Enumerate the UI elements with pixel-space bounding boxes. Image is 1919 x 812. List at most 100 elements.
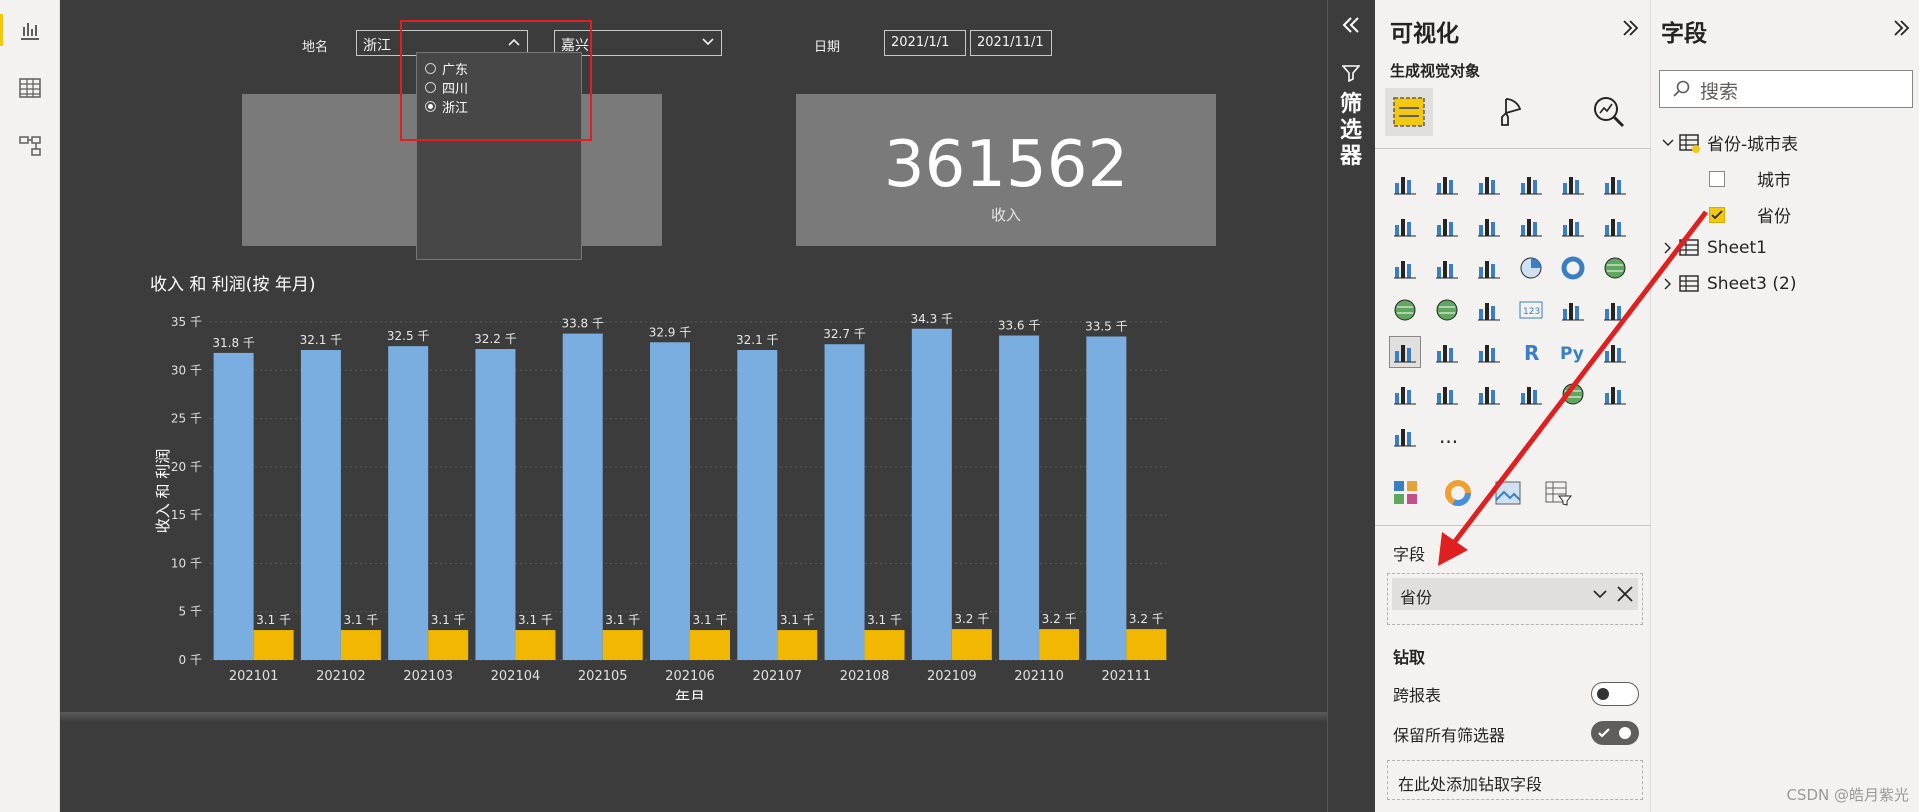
key-influencers-icon[interactable] bbox=[1599, 336, 1631, 368]
card-icon[interactable]: 123 bbox=[1515, 294, 1547, 326]
city-slicer[interactable]: 嘉兴 bbox=[554, 30, 722, 56]
scatter-icon[interactable] bbox=[1473, 252, 1505, 284]
treemap-icon[interactable] bbox=[1599, 252, 1631, 284]
field-province[interactable]: 省份 bbox=[1709, 202, 1791, 227]
double-chevron-left-icon[interactable] bbox=[1340, 14, 1362, 36]
analytics-icon bbox=[1594, 97, 1625, 128]
x-tick-label: 202111 bbox=[1102, 669, 1152, 684]
province-option[interactable]: 广东 bbox=[417, 59, 581, 78]
table-icon[interactable] bbox=[1431, 336, 1463, 368]
clustered-column-icon[interactable] bbox=[1515, 168, 1547, 200]
drill-section-label: 钻取 bbox=[1393, 648, 1426, 667]
matrix-icon[interactable] bbox=[1473, 336, 1505, 368]
data-view-button[interactable] bbox=[0, 66, 60, 110]
paginated-report-icon[interactable] bbox=[1515, 378, 1547, 410]
apps-icon[interactable] bbox=[1391, 478, 1421, 508]
line-column-icon[interactable] bbox=[1515, 210, 1547, 242]
clustered-bar-icon[interactable] bbox=[1473, 168, 1505, 200]
image-visual-icon[interactable] bbox=[1493, 478, 1523, 508]
search-input[interactable]: 搜索 bbox=[1659, 70, 1913, 108]
income-bar bbox=[737, 350, 778, 660]
cross-report-toggle[interactable] bbox=[1591, 682, 1639, 706]
qa-icon[interactable] bbox=[1431, 378, 1463, 410]
model-view-button[interactable] bbox=[0, 124, 60, 168]
stacked-area-icon[interactable] bbox=[1473, 210, 1505, 242]
province-checkbox[interactable] bbox=[1709, 206, 1725, 223]
power-apps-icon[interactable] bbox=[1599, 378, 1631, 410]
close-icon[interactable] bbox=[1616, 585, 1634, 603]
paginated-report-icon-glyph bbox=[1520, 387, 1542, 405]
field-pill[interactable]: 省份 bbox=[1392, 578, 1638, 610]
gauge-icon[interactable] bbox=[1473, 294, 1505, 326]
double-chevron-right-icon[interactable] bbox=[1620, 18, 1640, 38]
area-chart-icon[interactable] bbox=[1431, 210, 1463, 242]
report-view-button[interactable] bbox=[0, 8, 60, 52]
map-icon[interactable] bbox=[1389, 294, 1421, 326]
city-checkbox[interactable] bbox=[1709, 170, 1725, 187]
table-node-sheet3[interactable]: Sheet3 (2) bbox=[1661, 274, 1796, 294]
stacked-bar-icon[interactable] bbox=[1389, 168, 1421, 200]
x-tick-label: 202110 bbox=[1014, 669, 1064, 684]
analytics-tab[interactable] bbox=[1585, 88, 1633, 136]
decomposition-tree-icon[interactable] bbox=[1389, 378, 1421, 410]
azure-map-icon[interactable] bbox=[1557, 378, 1589, 410]
build-visual-icon bbox=[1393, 97, 1425, 127]
multi-row-card-icon[interactable] bbox=[1557, 294, 1589, 326]
ribbon-chart-icon[interactable] bbox=[1599, 210, 1631, 242]
build-visual-tab[interactable] bbox=[1385, 88, 1433, 136]
table-filter-icon[interactable] bbox=[1543, 478, 1573, 508]
radio-button[interactable] bbox=[425, 63, 436, 74]
r-visual-icon[interactable]: R bbox=[1515, 336, 1547, 368]
power-automate-icon[interactable] bbox=[1389, 420, 1421, 452]
pie-chart-icon[interactable] bbox=[1515, 252, 1547, 284]
radio-button[interactable] bbox=[425, 82, 436, 93]
data-label: 3.2 千 bbox=[1129, 612, 1164, 626]
drill-field-well[interactable]: 在此处添加钻取字段 bbox=[1387, 760, 1643, 800]
donut-chart-icon[interactable] bbox=[1557, 252, 1589, 284]
treemap-icon-glyph bbox=[1604, 257, 1626, 279]
table-icon bbox=[19, 78, 41, 98]
table-icon bbox=[1679, 239, 1699, 256]
slicer-icon[interactable] bbox=[1389, 336, 1421, 368]
province-dropdown[interactable]: 广东 四川 浙江 bbox=[416, 52, 582, 260]
y-tick-label: 20 千 bbox=[171, 460, 202, 474]
waterfall-icon[interactable] bbox=[1389, 252, 1421, 284]
table-node-sheet1[interactable]: Sheet1 bbox=[1661, 238, 1767, 258]
date-end-input[interactable]: 2021/11/1 bbox=[970, 30, 1052, 56]
stacked-column-100-icon-glyph bbox=[1604, 177, 1626, 195]
province-option[interactable]: 浙江 bbox=[417, 97, 581, 116]
filled-map-icon[interactable] bbox=[1431, 294, 1463, 326]
fields-well[interactable]: 省份 bbox=[1387, 573, 1643, 625]
stacked-column-100-icon[interactable] bbox=[1599, 168, 1631, 200]
stacked-column-icon[interactable] bbox=[1431, 168, 1463, 200]
chevron-down-icon[interactable] bbox=[1592, 586, 1608, 602]
stacked-bar-100-icon[interactable] bbox=[1557, 168, 1589, 200]
line-column-icon-glyph bbox=[1520, 219, 1542, 237]
radio-button[interactable] bbox=[425, 101, 436, 112]
format-visual-tab[interactable] bbox=[1487, 88, 1535, 136]
kpi-icon-glyph bbox=[1604, 303, 1626, 321]
table-node-province-city[interactable]: 省份-城市表 bbox=[1661, 130, 1798, 155]
double-chevron-right-icon[interactable] bbox=[1891, 18, 1911, 38]
python-visual-icon[interactable]: Py bbox=[1557, 336, 1589, 368]
canvas-divider bbox=[60, 712, 1327, 722]
map-icon-glyph bbox=[1394, 299, 1416, 321]
y-tick-label: 5 千 bbox=[179, 605, 202, 619]
date-start-input[interactable]: 2021/1/1 bbox=[884, 30, 966, 56]
keep-filters-toggle[interactable] bbox=[1591, 721, 1639, 745]
province-option[interactable]: 四川 bbox=[417, 78, 581, 97]
field-city[interactable]: 城市 bbox=[1709, 166, 1791, 191]
smart-narrative-icon[interactable] bbox=[1473, 378, 1505, 410]
kpi-icon[interactable] bbox=[1599, 294, 1631, 326]
more-visuals-button[interactable]: ··· bbox=[1439, 430, 1459, 454]
filter-pane-collapsed[interactable] bbox=[1327, 0, 1375, 812]
viz-section-divider bbox=[1375, 525, 1651, 526]
x-tick-label: 202105 bbox=[578, 669, 628, 684]
line-chart-icon[interactable] bbox=[1389, 210, 1421, 242]
funnel-icon[interactable] bbox=[1431, 252, 1463, 284]
line-clustered-column-icon[interactable] bbox=[1557, 210, 1589, 242]
checkmark-icon bbox=[1711, 209, 1723, 219]
donut-gauge-icon[interactable] bbox=[1443, 478, 1473, 508]
stacked-bar-100-icon-glyph bbox=[1562, 177, 1584, 195]
